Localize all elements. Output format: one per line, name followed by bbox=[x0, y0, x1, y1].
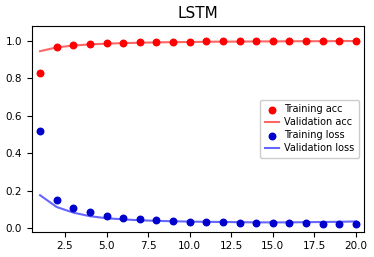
Training acc bbox=[153, 40, 159, 44]
Validation acc bbox=[304, 40, 308, 43]
Training loss bbox=[203, 220, 209, 224]
Validation loss bbox=[287, 221, 292, 224]
Validation loss bbox=[88, 215, 92, 218]
Validation loss bbox=[71, 211, 76, 214]
Validation loss bbox=[154, 219, 159, 222]
Training acc bbox=[236, 39, 242, 43]
Training acc bbox=[187, 40, 193, 44]
Training acc bbox=[203, 39, 209, 43]
Validation acc bbox=[154, 41, 159, 44]
Validation loss bbox=[337, 220, 341, 223]
Training acc bbox=[253, 39, 259, 43]
Training loss bbox=[137, 217, 143, 221]
Validation loss bbox=[38, 194, 42, 197]
Training acc bbox=[137, 40, 143, 44]
Validation loss bbox=[354, 220, 358, 223]
Training acc bbox=[220, 39, 226, 43]
Validation acc bbox=[270, 40, 275, 43]
Training loss bbox=[270, 221, 276, 225]
Training acc bbox=[336, 39, 342, 43]
Validation acc bbox=[287, 40, 292, 43]
Training loss bbox=[253, 221, 259, 225]
Validation acc bbox=[88, 43, 92, 46]
Training loss bbox=[187, 219, 193, 224]
Training loss bbox=[170, 219, 176, 223]
Validation acc bbox=[104, 42, 109, 45]
Training acc bbox=[120, 41, 126, 45]
Line: Validation acc: Validation acc bbox=[40, 41, 356, 51]
Training acc bbox=[303, 39, 309, 43]
Title: LSTM: LSTM bbox=[178, 6, 218, 21]
Validation acc bbox=[254, 40, 258, 43]
Training loss bbox=[303, 222, 309, 226]
Validation acc bbox=[38, 50, 42, 53]
Validation acc bbox=[71, 44, 76, 47]
Validation acc bbox=[204, 40, 209, 43]
Validation acc bbox=[321, 40, 325, 43]
Training acc bbox=[87, 42, 93, 46]
Validation loss bbox=[237, 221, 242, 224]
Legend: Training acc, Validation acc, Training loss, Validation loss: Training acc, Validation acc, Training l… bbox=[260, 99, 359, 158]
Validation loss bbox=[104, 217, 109, 220]
Training loss bbox=[336, 222, 342, 226]
Validation acc bbox=[55, 46, 59, 49]
Validation acc bbox=[138, 41, 142, 44]
Training loss bbox=[320, 222, 326, 226]
Validation acc bbox=[237, 40, 242, 43]
Training loss bbox=[87, 210, 93, 215]
Training acc bbox=[54, 45, 60, 49]
Training acc bbox=[353, 39, 359, 43]
Validation loss bbox=[254, 221, 258, 224]
Training acc bbox=[70, 43, 76, 47]
Training acc bbox=[286, 39, 292, 43]
Validation acc bbox=[337, 40, 341, 43]
Training loss bbox=[54, 198, 60, 202]
Training loss bbox=[104, 214, 110, 218]
Training loss bbox=[220, 220, 226, 224]
Validation loss bbox=[138, 219, 142, 222]
Training acc bbox=[104, 41, 110, 45]
Validation loss bbox=[321, 221, 325, 224]
Validation loss bbox=[221, 221, 225, 224]
Validation acc bbox=[187, 40, 192, 43]
Training loss bbox=[70, 206, 76, 210]
Training loss bbox=[236, 221, 242, 225]
Training acc bbox=[270, 39, 276, 43]
Training acc bbox=[170, 40, 176, 44]
Validation loss bbox=[204, 220, 209, 223]
Validation loss bbox=[187, 220, 192, 223]
Training loss bbox=[153, 218, 159, 222]
Training loss bbox=[286, 221, 292, 225]
Validation loss bbox=[171, 220, 175, 223]
Validation acc bbox=[121, 42, 125, 45]
Training acc bbox=[37, 71, 43, 75]
Validation loss bbox=[121, 218, 125, 221]
Training acc bbox=[320, 39, 326, 43]
Training loss bbox=[353, 222, 359, 226]
Training loss bbox=[120, 216, 126, 220]
Validation acc bbox=[221, 40, 225, 43]
Validation loss bbox=[55, 206, 59, 209]
Validation loss bbox=[270, 221, 275, 224]
Training loss bbox=[37, 128, 43, 133]
Validation acc bbox=[354, 40, 358, 43]
Line: Validation loss: Validation loss bbox=[40, 195, 356, 222]
Validation loss bbox=[304, 221, 308, 224]
Validation acc bbox=[171, 41, 175, 44]
